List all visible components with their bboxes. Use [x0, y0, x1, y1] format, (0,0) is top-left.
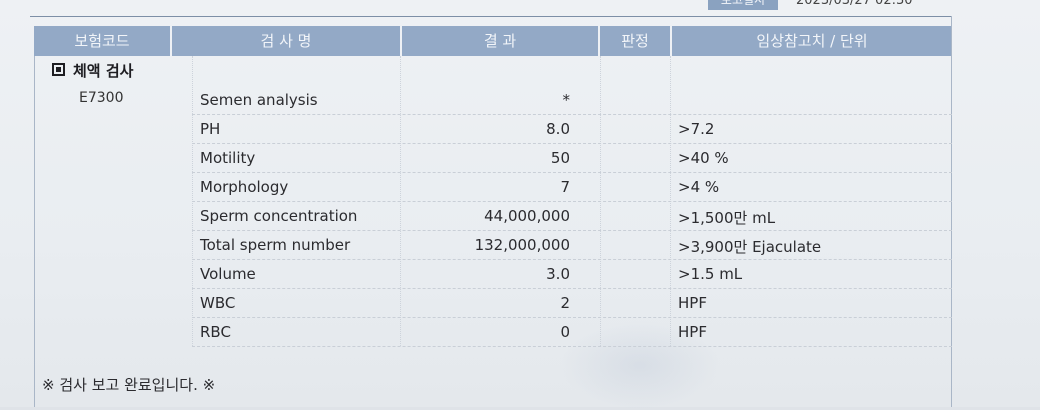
test-reference: >1.5 mL: [678, 265, 743, 283]
test-reference: >4 %: [678, 178, 720, 196]
section-square-icon: [52, 63, 65, 76]
test-reference: >3,900만 Ejaculate: [678, 238, 822, 256]
header-insurance-code: 보험코드: [34, 26, 172, 56]
test-result: 3.0: [546, 265, 570, 283]
insurance-code: E7300: [79, 90, 124, 106]
report-complete-note: ※ 검사 보고 완료입니다. ※: [42, 376, 216, 394]
test-name: Semen analysis: [200, 91, 318, 109]
test-reference: >1,500만 mL: [678, 209, 776, 227]
header-judgment: 판정: [600, 26, 672, 56]
test-name: Motility: [200, 149, 256, 167]
header-test-name: 검 사 명: [172, 26, 402, 56]
test-result: 44,000,000: [484, 207, 570, 225]
test-name: Total sperm number: [200, 236, 351, 254]
test-result: 0: [560, 323, 570, 341]
table-row: Total sperm number 132,000,000 >3,900만 E…: [192, 231, 952, 260]
table-row: WBC 2 HPF: [192, 289, 952, 318]
section-title-text: 체액 검사: [73, 62, 134, 80]
table-row: Sperm concentration 44,000,000 >1,500만 m…: [192, 202, 952, 231]
report-top-strip: 보고일시 2023/03/27 02:30: [30, 0, 952, 17]
table-row: Volume 3.0 >1.5 mL: [192, 260, 952, 289]
test-name: RBC: [200, 323, 231, 341]
test-name: Sperm concentration: [200, 207, 358, 225]
header-reference: 임상참고치 / 단위: [756, 32, 868, 50]
report-date-label: 보고일시: [708, 0, 778, 10]
test-result: 2: [560, 294, 570, 312]
section-title: 체액 검사: [52, 60, 133, 81]
table-row: Morphology 7 >4 %: [192, 173, 952, 202]
test-reference: HPF: [678, 323, 707, 341]
table-frame-left: [34, 56, 35, 407]
test-result: 50: [550, 149, 570, 167]
test-reference: >40 %: [678, 149, 729, 167]
test-reference: HPF: [678, 294, 707, 312]
test-name: Volume: [200, 265, 256, 283]
table-header: 보험코드 검 사 명 결 과 판정 임상참고치 / 단위: [34, 26, 952, 56]
test-result: 132,000,000: [474, 236, 570, 254]
test-name: Morphology: [200, 178, 289, 196]
table-row: RBC 0 HPF: [192, 318, 952, 347]
test-name: PH: [200, 120, 221, 138]
test-name: WBC: [200, 294, 236, 312]
header-result: 결 과: [402, 26, 600, 56]
background-smudge: [560, 320, 720, 410]
table-row: Motility 50 >40 %: [192, 144, 952, 173]
test-result: 8.0: [546, 120, 570, 138]
table-frame-right: [951, 16, 952, 407]
test-result: *: [562, 91, 571, 109]
test-reference: >7.2: [678, 120, 715, 138]
test-result: 7: [560, 178, 570, 196]
report-date-value: 2023/03/27 02:30: [796, 0, 913, 8]
table-row: Semen analysis *: [192, 86, 952, 115]
table-row: PH 8.0 >7.2: [192, 115, 952, 144]
